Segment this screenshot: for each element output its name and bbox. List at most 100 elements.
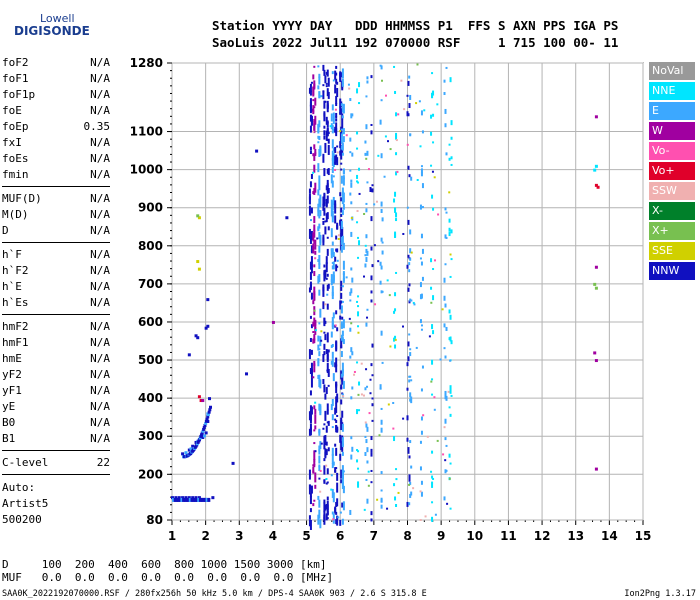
echo-mark xyxy=(331,488,334,498)
echo-point xyxy=(402,232,405,235)
echo-point xyxy=(428,335,431,338)
echo-mark xyxy=(340,108,343,115)
echo-mark xyxy=(408,333,411,336)
x-tick-label: 5 xyxy=(302,529,310,543)
low-band-point xyxy=(192,497,196,502)
echo-mark xyxy=(421,248,424,254)
echo-mark xyxy=(394,496,397,501)
echo-mark xyxy=(335,95,338,104)
echo-mark xyxy=(393,483,396,487)
echo-mark xyxy=(335,122,338,133)
param-name: foEs xyxy=(2,152,29,165)
y-tick-label: 600 xyxy=(138,315,163,329)
echo-mark xyxy=(450,156,453,160)
echo-mark xyxy=(370,436,373,441)
header-line1: Station YYYY DAY DDD HHMMSS P1 FFS S AXN… xyxy=(212,18,619,33)
echo-point xyxy=(342,395,345,398)
echo-mark xyxy=(420,168,423,174)
echo-mark xyxy=(312,321,315,327)
echo-mark xyxy=(313,429,316,432)
echo-mark xyxy=(356,459,359,463)
echo-mark xyxy=(335,381,338,386)
echo-mark xyxy=(431,481,434,484)
echo-point xyxy=(415,102,418,105)
param-row: yF1 N/A xyxy=(2,383,110,399)
legend-item-e: E xyxy=(649,102,695,120)
echo-mark xyxy=(322,284,325,292)
echo-mark xyxy=(331,294,334,300)
echo-mark xyxy=(419,282,422,288)
echo-mark xyxy=(444,234,447,239)
param-row: foE N/A xyxy=(2,103,110,119)
echo-mark xyxy=(318,403,321,411)
echo-mark xyxy=(323,384,326,393)
echo-mark xyxy=(332,112,335,118)
echo-mark xyxy=(420,233,423,238)
echo-mark xyxy=(395,171,398,176)
echo-mark xyxy=(407,447,410,452)
echo-mark xyxy=(332,312,335,319)
echo-mark xyxy=(381,250,384,255)
echo-mark xyxy=(340,345,343,349)
echo-mark xyxy=(317,275,320,284)
echo-mark xyxy=(318,348,321,351)
echo-mark xyxy=(312,153,315,157)
echo-point xyxy=(310,219,313,222)
param-row: hmF2 N/A xyxy=(2,319,110,335)
echo-mark xyxy=(341,380,344,385)
echo-mark xyxy=(317,344,320,351)
echo-mark xyxy=(357,481,360,486)
echo-mark xyxy=(326,510,329,515)
echo-mark xyxy=(381,241,384,244)
echo-mark xyxy=(341,374,344,381)
echo-mark xyxy=(322,379,325,385)
echo-point xyxy=(434,259,437,262)
echo-point xyxy=(314,329,317,332)
echo-mark xyxy=(332,129,335,133)
echo-mark xyxy=(341,226,344,236)
legend-item-x-: X+ xyxy=(649,222,695,240)
echo-mark xyxy=(335,467,338,470)
echo-mark xyxy=(310,324,313,329)
echo-mark xyxy=(409,440,412,444)
echo-mark xyxy=(340,126,343,137)
echo-mark xyxy=(431,359,434,365)
echo-mark xyxy=(309,125,312,133)
param-value: N/A xyxy=(90,136,110,149)
echo-mark xyxy=(318,73,321,78)
echo-point xyxy=(387,140,390,143)
echo-mark xyxy=(340,133,343,144)
echo-mark xyxy=(342,128,345,133)
param-row: foF1 N/A xyxy=(2,71,110,87)
echo-point xyxy=(348,317,351,320)
echo-mark xyxy=(380,65,383,70)
trace-point xyxy=(197,395,201,399)
echo-mark xyxy=(318,245,321,253)
echo-mark xyxy=(331,167,334,174)
echo-mark xyxy=(309,315,312,319)
clevel-row: C-level 22 xyxy=(2,455,110,471)
echo-mark xyxy=(365,478,368,481)
echo-mark xyxy=(326,179,329,187)
echo-mark xyxy=(351,386,354,390)
trace-point xyxy=(199,399,203,403)
echo-mark xyxy=(334,203,337,214)
e-trace-point xyxy=(198,436,202,440)
echo-point xyxy=(388,294,391,297)
echo-mark xyxy=(410,491,413,496)
echo-mark xyxy=(308,484,311,495)
echo-mark xyxy=(449,275,452,278)
logo-line2: DIGISONDE xyxy=(14,24,90,38)
trace-point xyxy=(206,298,210,302)
param-row: h`F N/A xyxy=(2,247,110,263)
echo-mark xyxy=(308,469,311,480)
echo-mark xyxy=(357,311,360,317)
echo-mark xyxy=(332,373,335,382)
echo-mark xyxy=(431,501,434,504)
echo-mark xyxy=(335,357,338,367)
echo-mark xyxy=(325,82,328,85)
echo-point xyxy=(392,401,395,404)
echo-mark xyxy=(420,430,423,435)
echo-mark xyxy=(318,429,321,434)
